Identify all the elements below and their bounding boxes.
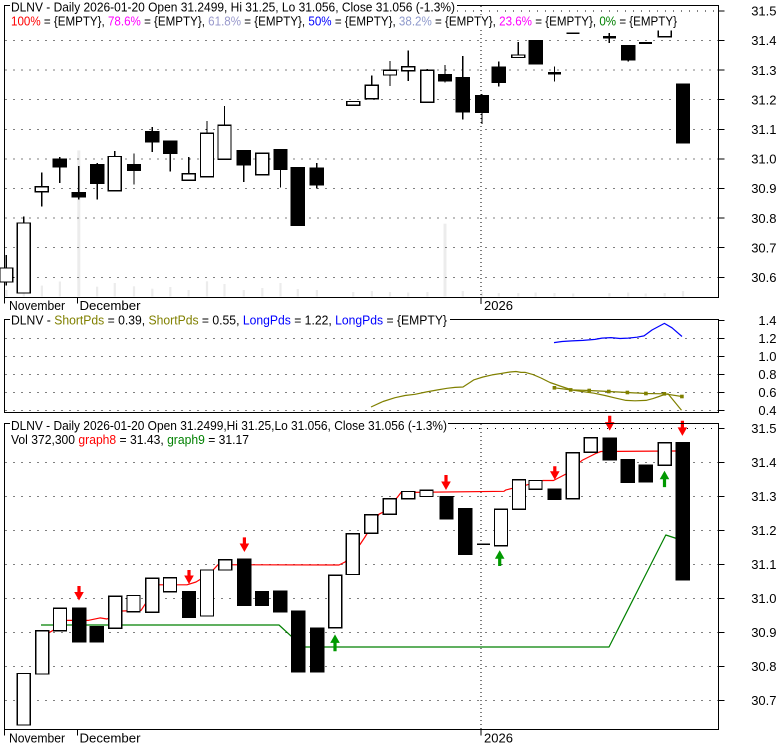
svg-text:December: December [80,298,142,313]
svg-text:30.9: 30.9 [751,181,776,196]
svg-text:DLNV - Daily 2026-01-20 Open 3: DLNV - Daily 2026-01-20 Open 31.2499,Hi … [11,418,447,433]
svg-text:30.8: 30.8 [751,211,776,226]
svg-text:31.4: 31.4 [751,33,776,48]
svg-text:0.4: 0.4 [758,403,776,418]
svg-text:31.2: 31.2 [751,523,776,538]
svg-text:December: December [80,731,142,746]
svg-text:DLNV - ShortPds = 0.39, ShortP: DLNV - ShortPds = 0.39, ShortPds = 0.55,… [11,312,448,327]
svg-text:31.1: 31.1 [751,122,776,137]
svg-text:0.8: 0.8 [758,367,776,382]
svg-text:31.3: 31.3 [751,63,776,78]
svg-text:DLNV - Daily 2026-01-20 Open 3: DLNV - Daily 2026-01-20 Open 31.2499, Hi… [11,0,455,15]
svg-text:30.7: 30.7 [751,240,776,255]
svg-text:100% = {EMPTY}, 78.6% = {EMPTY: 100% = {EMPTY}, 78.6% = {EMPTY}, 61.8% =… [11,13,678,28]
svg-text:31.3: 31.3 [751,489,776,504]
svg-text:30.7: 30.7 [751,693,776,708]
svg-text:Vol 372,300 graph8 = 31.43, gr: Vol 372,300 graph8 = 31.43, graph9 = 31.… [11,432,249,447]
svg-text:1.4: 1.4 [758,313,776,328]
svg-text:November: November [9,298,66,313]
svg-text:2026: 2026 [484,731,513,746]
svg-text:30.9: 30.9 [751,625,776,640]
svg-text:31.0: 31.0 [751,591,776,606]
svg-text:31.1: 31.1 [751,557,776,572]
svg-text:2026: 2026 [484,298,513,313]
svg-text:30.6: 30.6 [751,270,776,285]
svg-text:31.4: 31.4 [751,455,776,470]
svg-text:31.5: 31.5 [751,4,776,19]
svg-text:1.2: 1.2 [758,331,776,346]
svg-text:1.0: 1.0 [758,349,776,364]
svg-text:0.6: 0.6 [758,385,776,400]
svg-text:30.8: 30.8 [751,659,776,674]
svg-text:31.5: 31.5 [751,421,776,436]
svg-text:November: November [9,731,66,746]
svg-text:31.0: 31.0 [751,152,776,167]
svg-text:31.2: 31.2 [751,92,776,107]
